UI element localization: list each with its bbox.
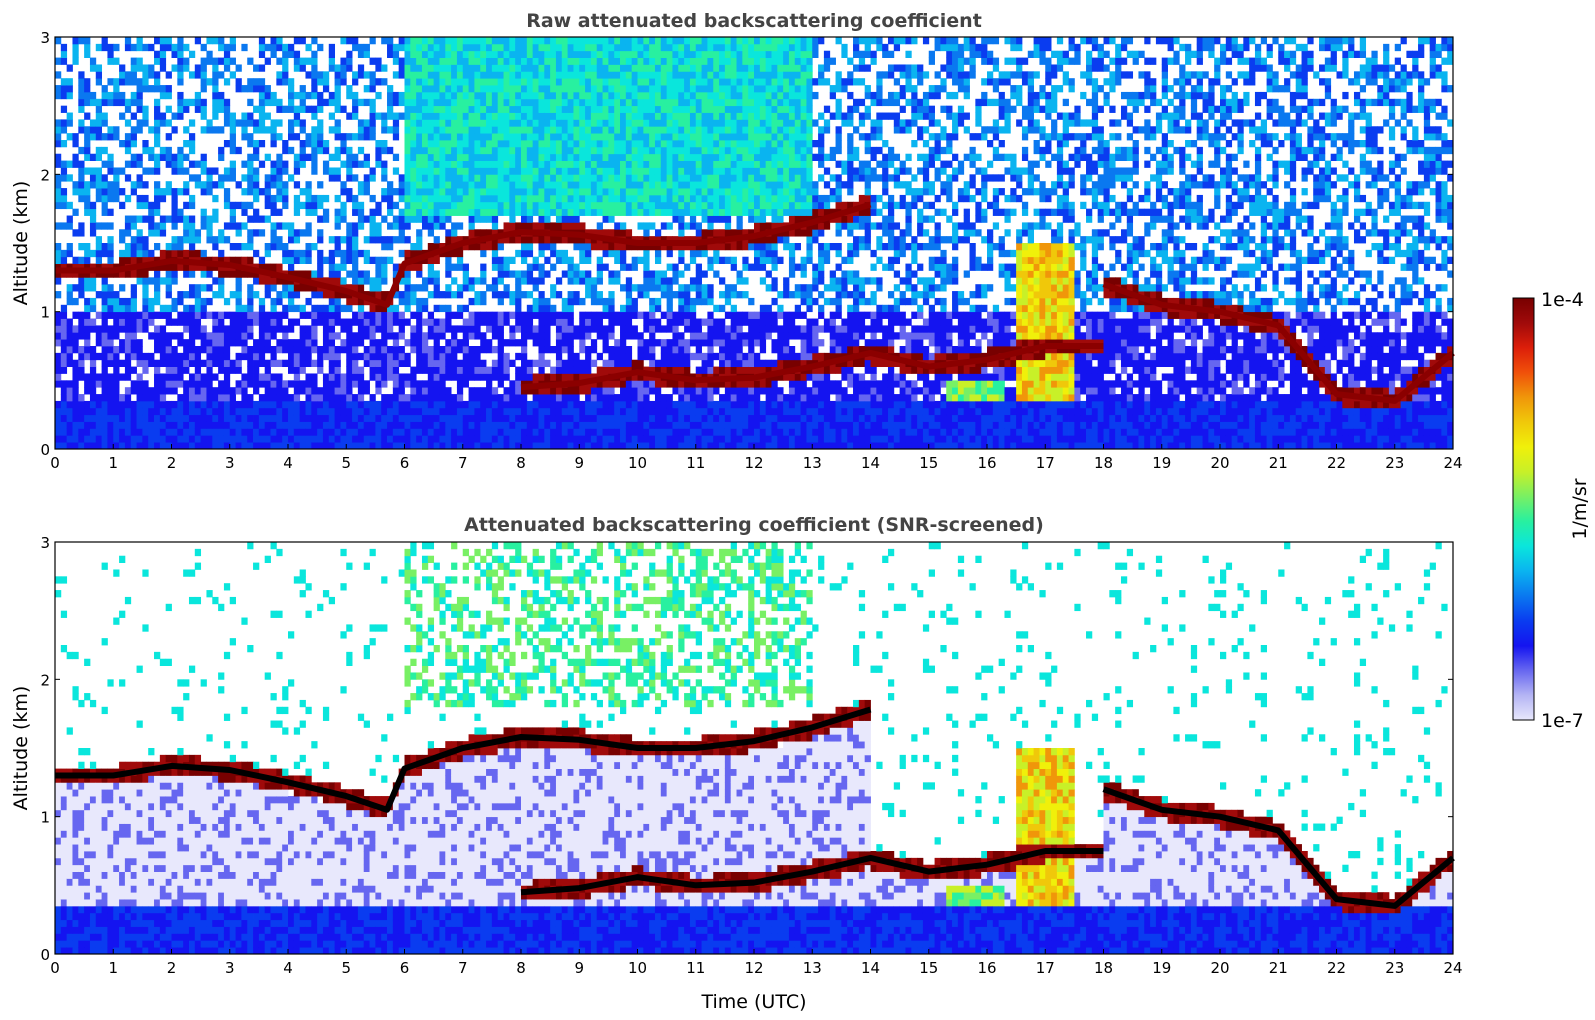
x-tick-label: 1 — [108, 454, 118, 472]
y-tick-label: 3 — [40, 29, 50, 47]
y-tick-label: 2 — [40, 671, 50, 689]
x-tick-label: 7 — [458, 959, 468, 977]
x-tick-label: 22 — [1327, 454, 1346, 472]
x-tick-label: 14 — [861, 454, 880, 472]
x-tick-label: 20 — [1210, 454, 1229, 472]
x-tick-label: 18 — [1094, 959, 1113, 977]
colorbar-unit-label: 1/m/sr — [1569, 478, 1591, 539]
x-axis-label: Time (UTC) — [700, 991, 806, 1013]
x-tick-label: 4 — [283, 454, 293, 472]
y-axis-label: Altitude (km) — [10, 181, 32, 306]
x-tick-label: 13 — [803, 959, 822, 977]
x-tick-label: 2 — [167, 959, 177, 977]
x-tick-label: 3 — [225, 959, 235, 977]
x-tick-label: 16 — [977, 454, 996, 472]
x-tick-label: 18 — [1094, 454, 1113, 472]
x-tick-label: 0 — [50, 454, 60, 472]
x-tick-label: 21 — [1269, 454, 1288, 472]
y-tick-label: 0 — [40, 441, 50, 459]
y-tick-label: 1 — [40, 809, 50, 827]
x-tick-label: 11 — [686, 959, 705, 977]
x-tick-label: 2 — [167, 454, 177, 472]
colorbar-max-label: 1e-4 — [1541, 289, 1584, 311]
x-tick-label: 8 — [516, 959, 526, 977]
x-tick-label: 6 — [400, 454, 410, 472]
y-tick-label: 0 — [40, 946, 50, 964]
y-tick-label: 2 — [40, 166, 50, 184]
colorbar-gradient — [1513, 298, 1534, 720]
x-tick-label: 12 — [744, 959, 763, 977]
x-tick-label: 19 — [1152, 454, 1171, 472]
x-tick-label: 20 — [1210, 959, 1229, 977]
heatmap-area — [55, 542, 1453, 954]
y-axis-label: Altitude (km) — [10, 686, 32, 811]
x-tick-label: 6 — [400, 959, 410, 977]
figure: Raw attenuated backscattering coefficien… — [0, 0, 1595, 1020]
x-tick-label: 5 — [341, 959, 351, 977]
x-tick-label: 24 — [1443, 454, 1462, 472]
x-tick-label: 4 — [283, 959, 293, 977]
colorbar-min-label: 1e-7 — [1541, 710, 1584, 732]
x-tick-label: 11 — [686, 454, 705, 472]
x-tick-label: 0 — [50, 959, 60, 977]
colorbar: 1e-4 1e-7 1/m/sr — [1513, 289, 1591, 732]
x-tick-label: 5 — [341, 454, 351, 472]
panel-title: Raw attenuated backscattering coefficien… — [526, 10, 982, 32]
panel-title: Attenuated backscattering coefficient (S… — [464, 514, 1044, 536]
x-tick-label: 21 — [1269, 959, 1288, 977]
x-tick-label: 15 — [919, 454, 938, 472]
y-tick-label: 1 — [40, 304, 50, 322]
x-tick-label: 14 — [861, 959, 880, 977]
x-tick-label: 24 — [1443, 959, 1462, 977]
x-tick-label: 22 — [1327, 959, 1346, 977]
x-tick-label: 9 — [574, 959, 584, 977]
x-tick-label: 16 — [977, 959, 996, 977]
heatmap-cells — [55, 37, 1453, 449]
x-tick-label: 1 — [108, 959, 118, 977]
x-tick-label: 15 — [919, 959, 938, 977]
raw-backscatter-panel: Raw attenuated backscattering coefficien… — [10, 10, 1463, 472]
y-tick-label: 3 — [40, 534, 50, 552]
x-tick-label: 19 — [1152, 959, 1171, 977]
x-tick-label: 9 — [574, 454, 584, 472]
x-tick-label: 23 — [1385, 454, 1404, 472]
snr-screened-panel: Attenuated backscattering coefficient (S… — [10, 514, 1463, 1013]
x-tick-label: 17 — [1036, 454, 1055, 472]
x-tick-label: 10 — [628, 959, 647, 977]
heatmap-area — [55, 37, 1453, 449]
x-tick-label: 3 — [225, 454, 235, 472]
x-tick-label: 23 — [1385, 959, 1404, 977]
x-tick-label: 10 — [628, 454, 647, 472]
x-tick-label: 8 — [516, 454, 526, 472]
x-tick-label: 12 — [744, 454, 763, 472]
x-tick-label: 7 — [458, 454, 468, 472]
x-tick-label: 17 — [1036, 959, 1055, 977]
x-tick-label: 13 — [803, 454, 822, 472]
